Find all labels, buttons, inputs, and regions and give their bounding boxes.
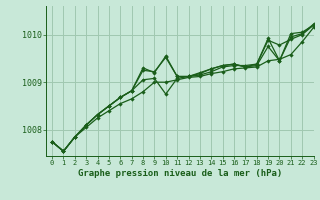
X-axis label: Graphe pression niveau de la mer (hPa): Graphe pression niveau de la mer (hPa) [78, 169, 282, 178]
